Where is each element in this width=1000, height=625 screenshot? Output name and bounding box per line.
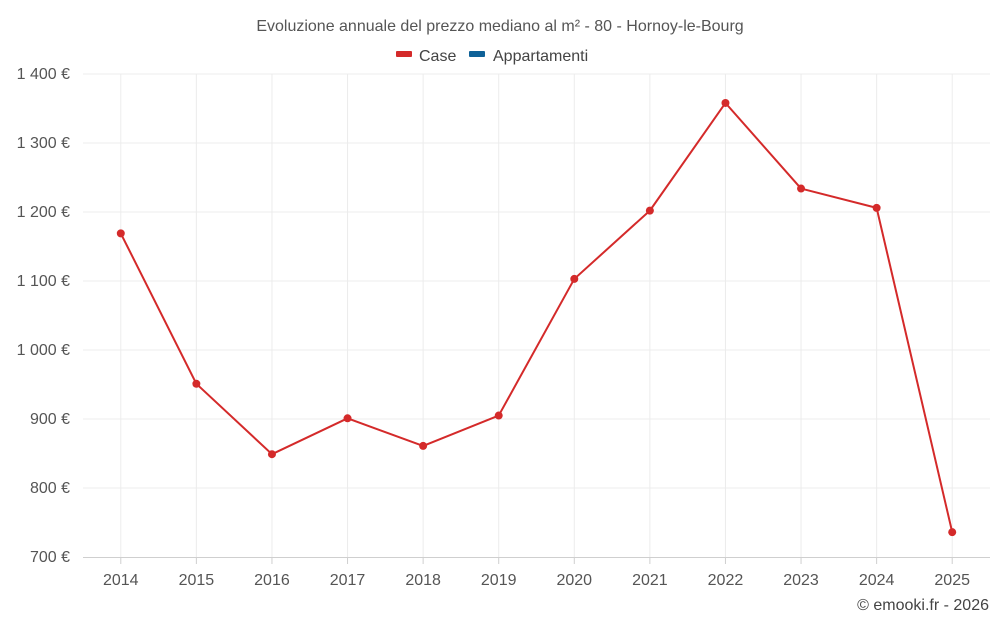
legend-item-case[interactable]: Case [396, 48, 456, 65]
x-axis: 2014 2015 2016 2017 2018 2019 2020 2021 2022 2023… [83, 557, 990, 589]
y-tick-label: 900 € [30, 411, 70, 428]
data-point-case [116, 229, 125, 238]
x-tick-label: 2019 [481, 572, 517, 589]
series-line-case [119, 101, 954, 533]
y-tick-label: 800 € [30, 480, 70, 497]
data-point-case [192, 379, 201, 388]
x-tick-label: 2014 [103, 572, 139, 589]
y-tick-label: 1 400 € [17, 66, 70, 83]
y-tick-label: 1 000 € [17, 342, 70, 359]
x-tick-label: 2025 [934, 572, 970, 589]
y-tick-label: 1 100 € [17, 273, 70, 290]
y-tick-label: 1 200 € [17, 204, 70, 221]
series-case [116, 98, 957, 537]
x-tick-label: 2021 [632, 572, 668, 589]
y-tick-label: 700 € [30, 549, 70, 566]
grid [83, 73, 990, 557]
x-tick-label: 2017 [330, 572, 366, 589]
x-tick-label: 2018 [405, 572, 441, 589]
data-point-case [343, 414, 352, 423]
legend-item-appartamenti[interactable]: Appartamenti [469, 48, 588, 65]
x-tick-label: 2024 [859, 572, 895, 589]
data-point-case [267, 450, 276, 459]
data-point-case [948, 528, 957, 537]
y-axis: 700 € 800 € 900 € 1 000 € 1 100 € 1 200 € 1 30… [17, 66, 70, 566]
legend: Case Appartamenti [396, 48, 588, 65]
data-point-case [645, 206, 654, 215]
x-tick-label: 2016 [254, 572, 290, 589]
x-tick-label: 2023 [783, 572, 819, 589]
x-tick-label: 2022 [708, 572, 744, 589]
data-point-case [419, 441, 428, 450]
x-tick-label: 2020 [556, 572, 592, 589]
y-tick-label: 1 300 € [17, 135, 70, 152]
data-point-case [797, 184, 806, 193]
legend-label-case: Case [419, 48, 456, 65]
x-tick-label: 2015 [179, 572, 215, 589]
legend-swatch-appartamenti [469, 51, 485, 57]
data-point-case [872, 203, 881, 212]
data-point-case [570, 274, 579, 283]
chart-credit: © emooki.fr - 2026 [857, 597, 989, 614]
chart-title: Evoluzione annuale del prezzo mediano al… [256, 18, 743, 35]
data-point-case [721, 98, 730, 107]
legend-label-appartamenti: Appartamenti [493, 48, 588, 65]
data-point-case [494, 411, 503, 420]
legend-swatch-case [396, 51, 412, 57]
